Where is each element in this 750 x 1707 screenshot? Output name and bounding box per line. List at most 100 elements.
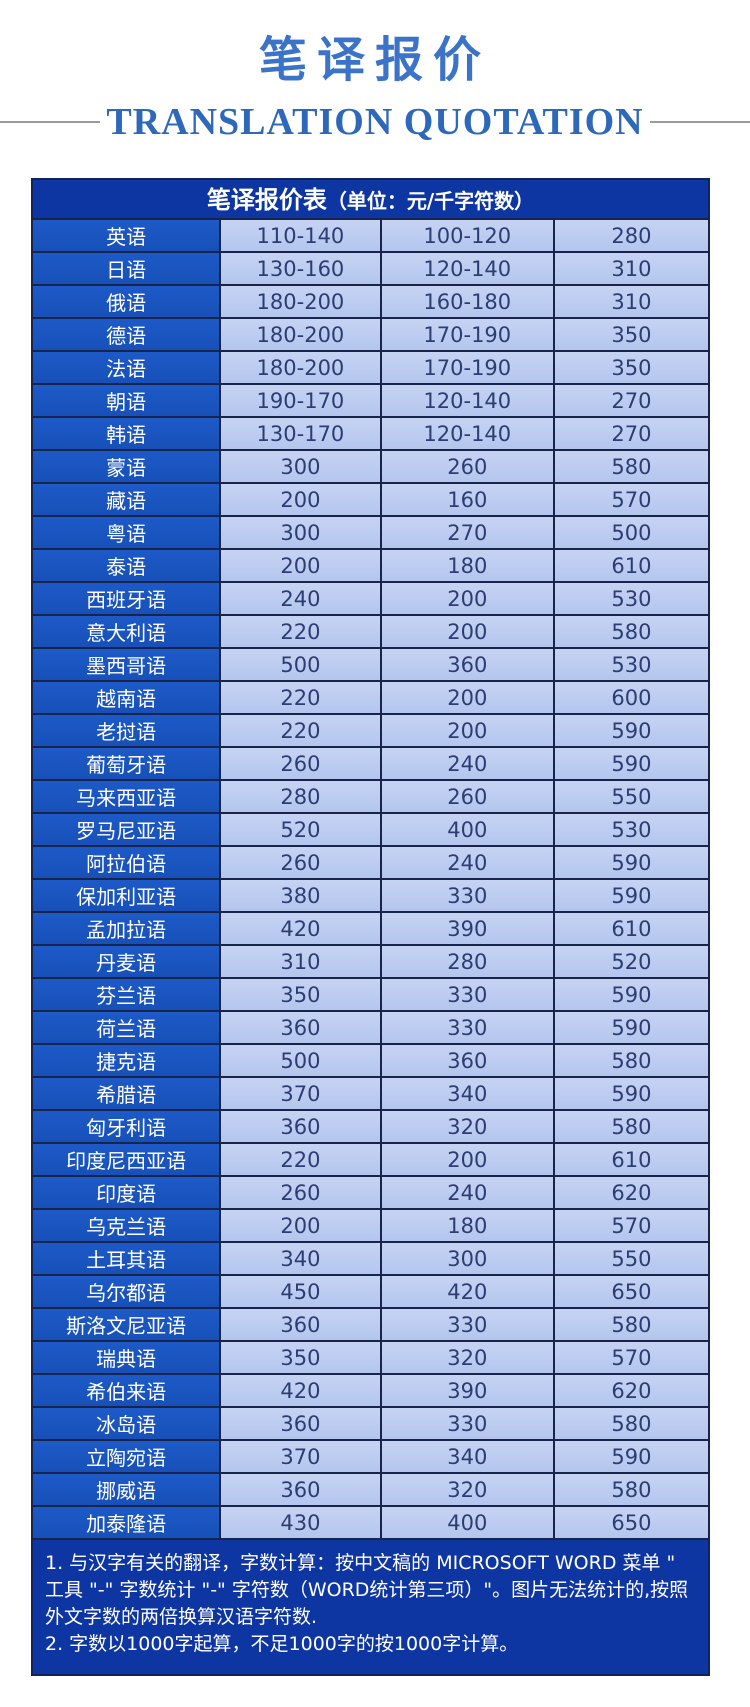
price-cell: 350 xyxy=(552,350,711,385)
price-cell: 200 xyxy=(219,548,382,583)
price-cell: 200 xyxy=(219,1208,382,1243)
price-cell: 430 xyxy=(219,1505,382,1540)
notes-section: 1. 与汉字有关的翻译，字数计算：按中文稿的 MICROSOFT WORD 菜单… xyxy=(31,1540,710,1676)
language-cell: 印度语 xyxy=(30,1175,222,1210)
language-cell: 蒙语 xyxy=(30,449,222,484)
table-row: 捷克语 500 360 580 xyxy=(30,1043,711,1078)
price-cell: 280 xyxy=(219,779,382,814)
price-cell: 450 xyxy=(219,1274,382,1309)
language-cell: 芬兰语 xyxy=(30,977,222,1012)
language-cell: 朝语 xyxy=(30,383,222,418)
price-cell: 420 xyxy=(219,911,382,946)
language-cell: 印度尼西亚语 xyxy=(30,1142,222,1177)
price-cell: 570 xyxy=(552,1340,711,1375)
price-cell: 390 xyxy=(379,911,555,946)
language-cell: 意大利语 xyxy=(30,614,222,649)
language-cell: 藏语 xyxy=(30,482,222,517)
price-cell: 400 xyxy=(379,1505,555,1540)
table-row: 韩语 130-170 120-140 270 xyxy=(30,416,711,451)
price-cell: 580 xyxy=(552,1472,711,1507)
price-cell: 590 xyxy=(552,1010,711,1045)
price-cell: 330 xyxy=(379,1307,555,1342)
table-title: 笔译报价表 xyxy=(206,186,327,214)
table-row: 立陶宛语 370 340 590 xyxy=(30,1439,711,1474)
price-cell: 590 xyxy=(552,1076,711,1111)
price-cell: 330 xyxy=(379,1406,555,1441)
price-cell: 500 xyxy=(219,1043,382,1078)
price-cell: 340 xyxy=(379,1439,555,1474)
price-cell: 280 xyxy=(379,944,555,979)
language-cell: 荷兰语 xyxy=(30,1010,222,1045)
price-cell: 220 xyxy=(219,713,382,748)
table-row: 马来西亚语 280 260 550 xyxy=(30,779,711,814)
table-row: 匈牙利语 360 320 580 xyxy=(30,1109,711,1144)
price-cell: 360 xyxy=(379,1043,555,1078)
table-unit-label: （单位：元/千字符数） xyxy=(326,189,535,213)
price-cell: 580 xyxy=(552,1406,711,1441)
language-cell: 越南语 xyxy=(30,680,222,715)
price-cell: 570 xyxy=(552,1208,711,1243)
language-cell: 丹麦语 xyxy=(30,944,222,979)
price-table-section: 笔译报价表（单位：元/千字符数） 英语 110-140 100-120 280 日语 13… xyxy=(30,178,711,1676)
language-cell: 挪威语 xyxy=(30,1472,222,1507)
language-cell: 乌尔都语 xyxy=(30,1274,222,1309)
language-cell: 粤语 xyxy=(30,515,222,550)
language-cell: 瑞典语 xyxy=(30,1340,222,1375)
table-row: 瑞典语 350 320 570 xyxy=(30,1340,711,1375)
price-cell: 270 xyxy=(552,383,711,418)
price-cell: 260 xyxy=(379,449,555,484)
table-row: 乌尔都语 450 420 650 xyxy=(30,1274,711,1309)
price-cell: 520 xyxy=(219,812,382,847)
price-cell: 590 xyxy=(552,746,711,781)
price-cell: 650 xyxy=(552,1274,711,1309)
price-cell: 120-140 xyxy=(379,383,555,418)
price-cell: 580 xyxy=(552,614,711,649)
price-cell: 200 xyxy=(379,713,555,748)
page-subtitle: TRANSLATION QUOTATION xyxy=(106,101,644,143)
table-row: 老挝语 220 200 590 xyxy=(30,713,711,748)
price-cell: 380 xyxy=(219,878,382,913)
language-cell: 希伯来语 xyxy=(30,1373,222,1408)
price-cell: 330 xyxy=(379,878,555,913)
price-cell: 320 xyxy=(379,1472,555,1507)
price-cell: 550 xyxy=(552,779,711,814)
language-cell: 日语 xyxy=(30,251,222,286)
price-cell: 240 xyxy=(379,746,555,781)
note-line-2: 2. 字数以1000字起算，不足1000字的按1000字计算。 xyxy=(45,1632,519,1655)
price-cell: 200 xyxy=(219,482,382,517)
price-cell: 370 xyxy=(219,1076,382,1111)
price-cell: 590 xyxy=(552,713,711,748)
price-cell: 220 xyxy=(219,1142,382,1177)
language-cell: 罗马尼亚语 xyxy=(30,812,222,847)
price-cell: 240 xyxy=(379,1175,555,1210)
price-cell: 550 xyxy=(552,1241,711,1276)
price-cell: 100-120 xyxy=(379,218,555,253)
table-row: 乌克兰语 200 180 570 xyxy=(30,1208,711,1243)
language-cell: 德语 xyxy=(30,317,222,352)
price-cell: 130-170 xyxy=(219,416,382,451)
language-cell: 老挝语 xyxy=(30,713,222,748)
page-title: 笔译报价 xyxy=(258,32,491,88)
price-cell: 200 xyxy=(379,614,555,649)
price-cell: 180-200 xyxy=(219,350,382,385)
price-cell: 420 xyxy=(379,1274,555,1309)
language-cell: 冰岛语 xyxy=(30,1406,222,1441)
price-cell: 580 xyxy=(552,1043,711,1078)
price-cell: 130-160 xyxy=(219,251,382,286)
price-cell: 260 xyxy=(219,746,382,781)
table-row: 墨西哥语 500 360 530 xyxy=(30,647,711,682)
price-cell: 300 xyxy=(379,1241,555,1276)
price-cell: 610 xyxy=(552,911,711,946)
price-cell: 590 xyxy=(552,1439,711,1474)
language-cell: 立陶宛语 xyxy=(30,1439,222,1474)
price-cell: 180-200 xyxy=(219,317,382,352)
price-cell: 360 xyxy=(219,1472,382,1507)
table-row: 希伯来语 420 390 620 xyxy=(30,1373,711,1408)
price-cell: 580 xyxy=(552,1109,711,1144)
price-cell: 300 xyxy=(219,449,382,484)
price-cell: 610 xyxy=(552,548,711,583)
price-cell: 330 xyxy=(379,1010,555,1045)
price-cell: 360 xyxy=(219,1109,382,1144)
price-cell: 190-170 xyxy=(219,383,382,418)
price-cell: 300 xyxy=(219,515,382,550)
